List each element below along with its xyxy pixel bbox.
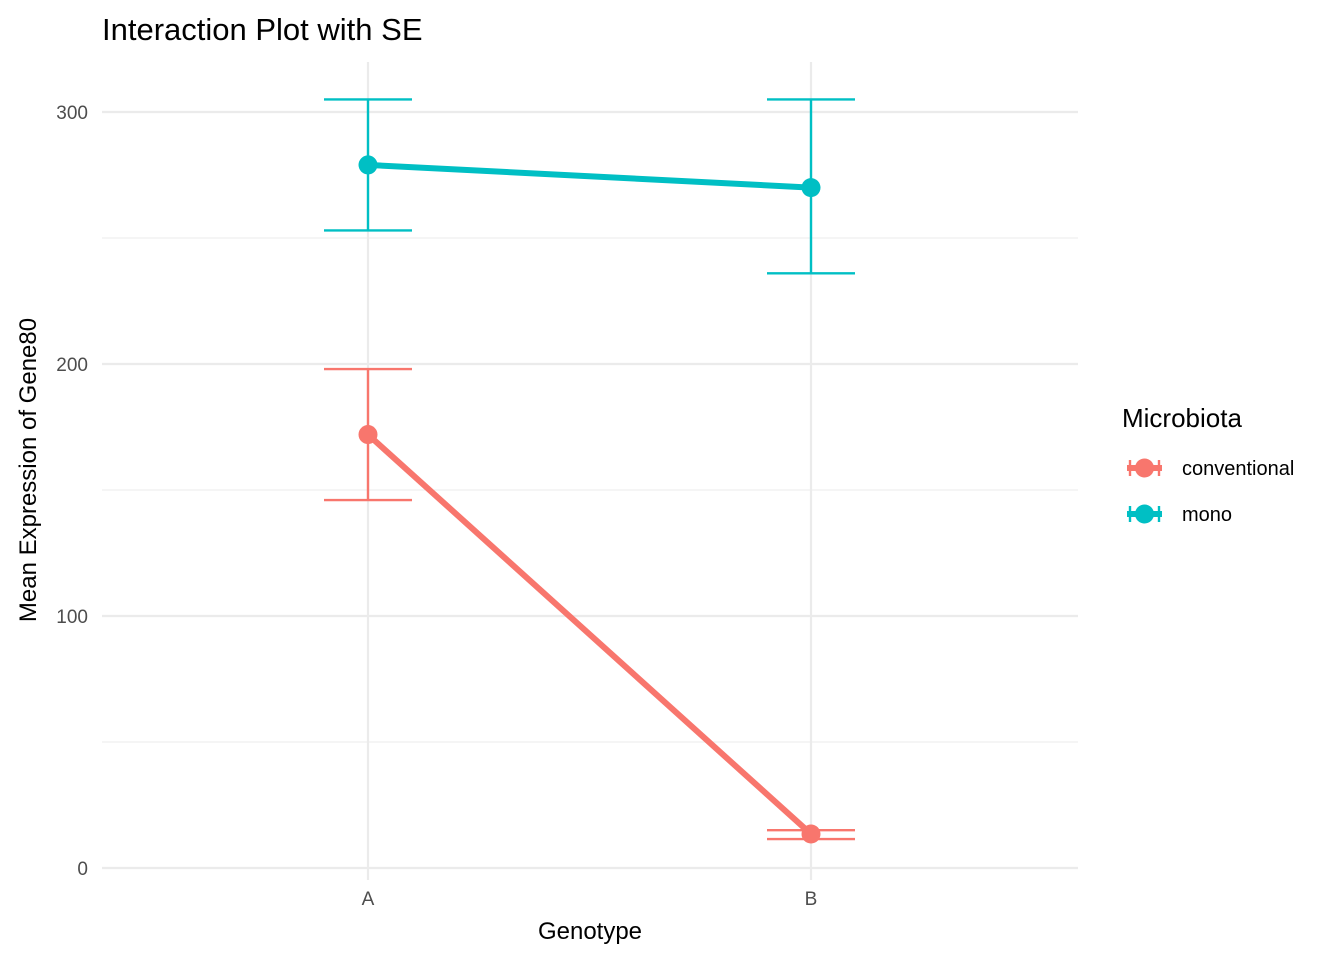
x-tick-label: A [362, 889, 375, 910]
major-gridlines [102, 62, 1078, 880]
y-axis-title: Mean Expression of Gene80 [15, 318, 42, 622]
legend-label: mono [1182, 504, 1232, 526]
legend-key-point [1135, 458, 1154, 478]
y-tick-label: 200 [56, 355, 88, 376]
y-tick-label: 100 [56, 607, 88, 628]
data-point [801, 178, 821, 198]
minor-gridlines [102, 237, 1078, 743]
chart-title: Interaction Plot with SE [102, 12, 423, 47]
x-tick-label: B [805, 889, 818, 910]
series-conventional [324, 367, 855, 844]
y-tick-label: 0 [77, 859, 88, 880]
series-layer [324, 98, 855, 844]
data-point [801, 824, 821, 844]
y-tick-labels: 0 100 200 300 [56, 103, 88, 880]
x-axis-title: Genotype [538, 918, 642, 945]
legend-key-point [1135, 504, 1154, 524]
legend-items: conventional mono [1127, 458, 1294, 526]
data-point [358, 155, 378, 175]
legend-title: Microbiota [1122, 403, 1242, 433]
series-mono [324, 98, 855, 275]
y-tick-label: 300 [56, 103, 88, 124]
legend-label: conventional [1182, 458, 1294, 480]
series-line [367, 161, 812, 191]
series-line [365, 432, 814, 837]
data-point [358, 425, 378, 445]
legend-item-mono: mono [1127, 504, 1232, 526]
legend: Microbiota conventional mono [1122, 403, 1294, 526]
legend-item-conventional: conventional [1127, 458, 1294, 480]
